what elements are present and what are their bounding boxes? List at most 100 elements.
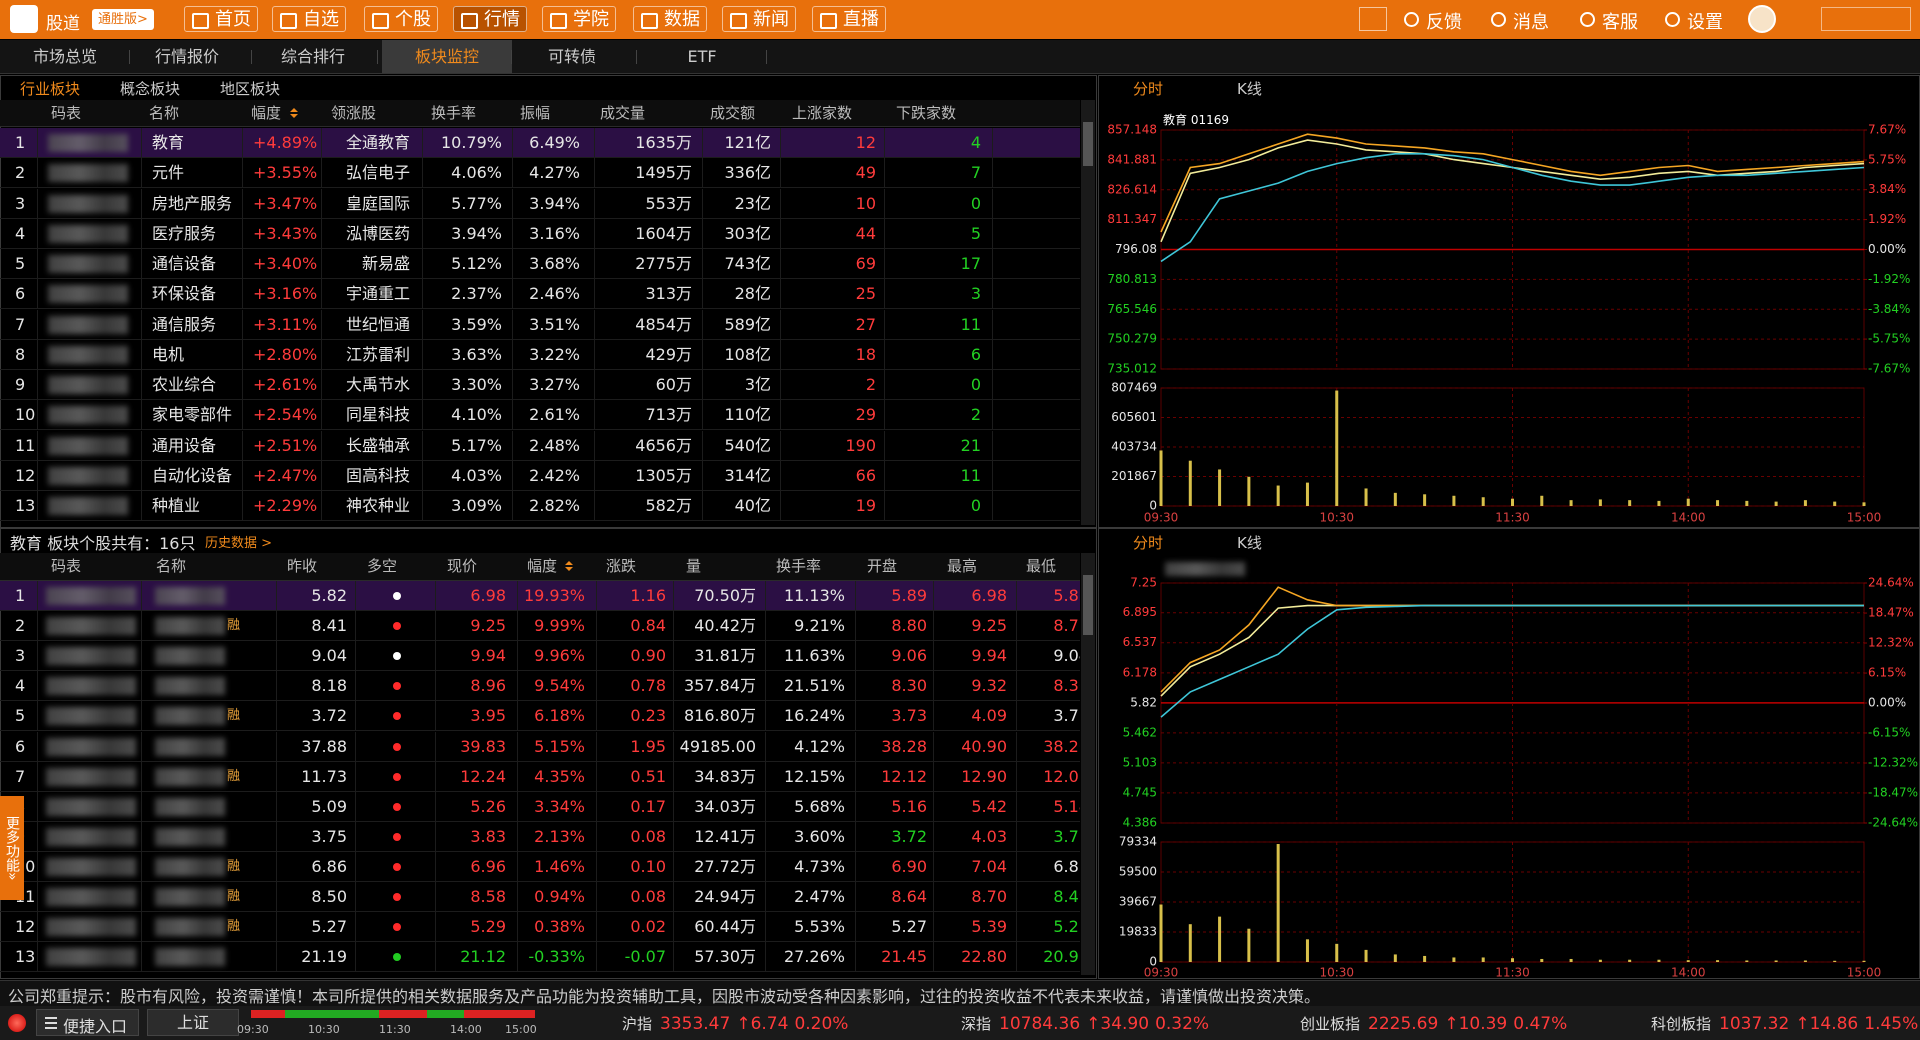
nav-button[interactable]: 首页 bbox=[184, 6, 258, 32]
index-ticker[interactable]: 深指 10784.36 ↑34.90 0.32% bbox=[961, 1013, 1209, 1034]
table-row[interactable] bbox=[0, 732, 1080, 762]
table-row[interactable] bbox=[0, 189, 1080, 219]
column-divider bbox=[594, 370, 595, 400]
avatar[interactable] bbox=[1748, 5, 1776, 33]
column-header[interactable]: 现价 bbox=[447, 557, 478, 575]
nav-button[interactable]: 行情 bbox=[453, 6, 527, 32]
column-header[interactable]: 成交额 bbox=[710, 104, 756, 122]
edition-badge[interactable]: 通胜版> bbox=[92, 9, 154, 30]
table-row[interactable] bbox=[0, 882, 1080, 912]
column-header[interactable]: 成交量 bbox=[600, 104, 646, 122]
table-row[interactable] bbox=[0, 792, 1080, 822]
column-divider bbox=[37, 912, 38, 943]
shortcut-button[interactable]: 便捷入口 bbox=[36, 1009, 139, 1036]
column-header[interactable]: 下跌家数 bbox=[896, 104, 957, 122]
nav-button[interactable]: 学院 bbox=[542, 6, 616, 32]
nav-button[interactable]: 新闻 bbox=[722, 6, 796, 32]
index-ticker[interactable]: 沪指 3353.47 ↑6.74 0.20% bbox=[622, 1013, 848, 1034]
column-header[interactable]: 涨跌 bbox=[606, 557, 637, 575]
table-row[interactable] bbox=[0, 249, 1080, 279]
subtab[interactable]: 地区板块 bbox=[220, 80, 281, 98]
table-row[interactable] bbox=[0, 852, 1080, 882]
table-row[interactable] bbox=[0, 158, 1080, 189]
subtab[interactable]: 概念板块 bbox=[120, 80, 181, 98]
table-row[interactable] bbox=[0, 370, 1080, 400]
tab[interactable]: 市场总览 bbox=[0, 40, 130, 73]
market-button[interactable]: 上证 bbox=[147, 1009, 239, 1036]
tab[interactable]: 行情报价 bbox=[122, 40, 252, 73]
column-header[interactable]: 幅度 bbox=[527, 557, 558, 575]
quote-tab[interactable]: 分时 bbox=[1133, 534, 1164, 552]
table-row[interactable] bbox=[0, 340, 1080, 370]
dropdown[interactable] bbox=[1359, 7, 1387, 31]
cell: 大禹节水 bbox=[345, 375, 410, 394]
nav-button[interactable]: 个股 bbox=[364, 6, 438, 32]
cell: 3.22% bbox=[529, 344, 580, 364]
column-header[interactable]: 码表 bbox=[51, 557, 82, 575]
column-header[interactable]: 昨收 bbox=[287, 557, 318, 575]
table-row[interactable] bbox=[0, 822, 1080, 852]
header-action[interactable]: 反馈 bbox=[1404, 8, 1462, 34]
header-action[interactable]: 设置 bbox=[1665, 8, 1723, 34]
column-divider bbox=[422, 128, 423, 158]
index-ticker[interactable]: 科创板指 1037.32 ↑14.86 1.45% bbox=[1651, 1013, 1918, 1034]
cell: 5.25 bbox=[1053, 917, 1080, 937]
column-header[interactable]: 领涨股 bbox=[331, 104, 377, 122]
column-header[interactable]: 最高 bbox=[947, 557, 978, 575]
scrollbar[interactable] bbox=[1081, 100, 1095, 525]
history-link[interactable]: 历史数据 > bbox=[205, 536, 273, 551]
table-row[interactable] bbox=[0, 641, 1080, 672]
cell: 3.59% bbox=[451, 314, 502, 334]
column-divider bbox=[1016, 581, 1017, 611]
tab[interactable]: 板块监控 bbox=[382, 40, 512, 73]
table-row[interactable] bbox=[0, 762, 1080, 792]
scrollbar[interactable] bbox=[1081, 553, 1095, 975]
column-header[interactable]: 振幅 bbox=[520, 104, 551, 122]
table-row[interactable] bbox=[0, 128, 1080, 158]
cell: 13 bbox=[15, 947, 36, 967]
tab[interactable]: 综合排行 bbox=[248, 40, 378, 73]
header-action[interactable]: 消息 bbox=[1491, 8, 1549, 34]
table-row[interactable] bbox=[0, 400, 1080, 431]
column-divider bbox=[435, 821, 436, 852]
quote-tab[interactable]: K线 bbox=[1237, 80, 1262, 98]
nav-button[interactable]: 直播 bbox=[812, 6, 886, 32]
header-action[interactable]: 客服 bbox=[1580, 8, 1638, 34]
column-header[interactable]: 换手率 bbox=[776, 557, 822, 575]
quote-tab[interactable]: K线 bbox=[1237, 534, 1262, 552]
table-row[interactable] bbox=[0, 461, 1080, 491]
table-row[interactable] bbox=[0, 611, 1080, 642]
tab[interactable]: 可转债 bbox=[507, 40, 637, 73]
table-row[interactable] bbox=[0, 942, 1080, 973]
column-header[interactable]: 上涨家数 bbox=[792, 104, 853, 122]
table-row[interactable] bbox=[0, 671, 1080, 702]
column-header[interactable]: 名称 bbox=[149, 104, 180, 122]
column-header[interactable]: 码表 bbox=[51, 104, 82, 122]
column-header[interactable]: 多空 bbox=[367, 557, 398, 575]
nav-button[interactable]: 自选 bbox=[272, 6, 346, 32]
table-row[interactable] bbox=[0, 219, 1080, 249]
column-header[interactable]: 换手率 bbox=[431, 104, 477, 122]
table-row[interactable] bbox=[0, 701, 1080, 732]
column-header[interactable]: 幅度 bbox=[251, 104, 282, 122]
cell: 5.09 bbox=[311, 796, 347, 816]
side-tab[interactable]: 更多功能» bbox=[0, 796, 24, 900]
column-header[interactable]: 量 bbox=[686, 557, 702, 575]
table-row[interactable] bbox=[0, 310, 1080, 340]
cell: 8.50 bbox=[311, 887, 347, 906]
cell: 429万 bbox=[645, 344, 692, 364]
table-row[interactable] bbox=[0, 491, 1080, 521]
window-controls[interactable] bbox=[1821, 7, 1911, 31]
table-row[interactable] bbox=[0, 279, 1080, 310]
subtab[interactable]: 行业板块 bbox=[20, 80, 81, 98]
table-row[interactable] bbox=[0, 912, 1080, 943]
column-header[interactable]: 开盘 bbox=[867, 557, 898, 575]
table-row[interactable] bbox=[0, 431, 1080, 461]
column-header[interactable]: 名称 bbox=[156, 557, 187, 575]
cell: 336亿 bbox=[724, 163, 771, 183]
index-ticker[interactable]: 创业板指 2225.69 ↑10.39 0.47% bbox=[1300, 1013, 1567, 1034]
nav-button[interactable]: 数据 bbox=[633, 6, 707, 32]
column-header[interactable]: 最低 bbox=[1026, 557, 1057, 575]
tab[interactable]: ETF bbox=[637, 40, 767, 73]
quote-tab[interactable]: 分时 bbox=[1133, 80, 1164, 98]
